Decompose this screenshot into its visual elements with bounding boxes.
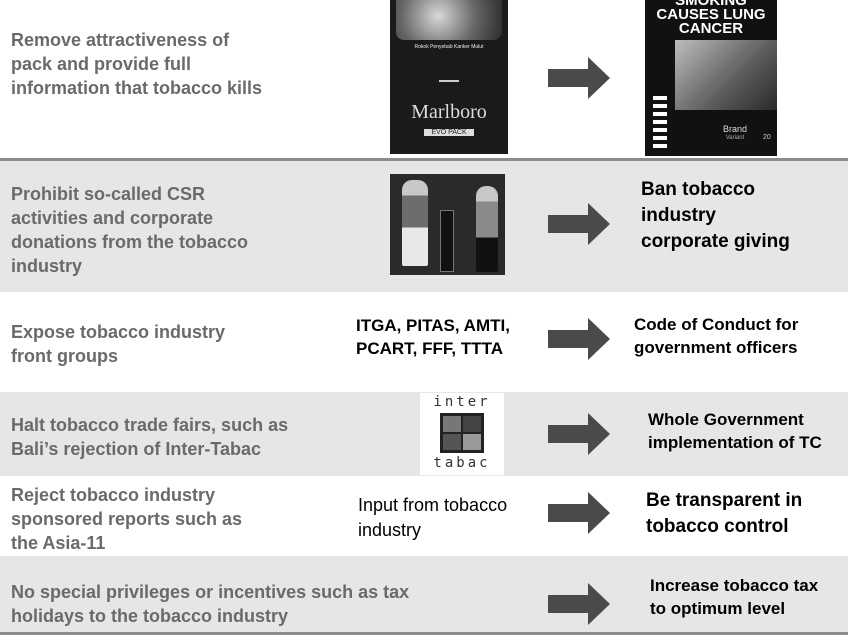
plain-pack-variant: Variant	[725, 135, 745, 141]
marlboro-pack-image: Rokok Penyebab Kanker Mulut Marlboro EVO…	[390, 0, 508, 154]
row-1-left-text: Remove attractiveness of pack and provid…	[11, 28, 262, 100]
signboard	[440, 210, 454, 272]
row-5-middle-line-2: industry	[358, 520, 422, 540]
inter-tabac-logo: inter tabac	[420, 393, 504, 475]
row-4-right-line-1: Whole Government	[648, 410, 804, 429]
row-6-left-line-1: No special privileges or incentives such…	[11, 582, 410, 602]
pack-top-image	[396, 0, 502, 40]
row-2-right-line-2: industry	[641, 205, 716, 226]
logo-square-3	[443, 434, 461, 450]
plain-pack-count: 20	[763, 134, 771, 141]
row-3-right-line-1: Code of Conduct for	[634, 315, 799, 334]
logo-top-text: inter	[433, 394, 491, 410]
arrow-row-2	[548, 203, 610, 245]
row-3-middle-line-2: PCART, FFF, TTTA	[356, 339, 503, 358]
row-6-right-text: Increase tobacco tax to optimum level	[650, 574, 818, 620]
arrow-row-4	[548, 413, 610, 455]
person-2	[476, 186, 498, 272]
row-5-right-text: Be transparent in tobacco control	[646, 488, 802, 534]
row-2-left-line-1: Prohibit so-called CSR	[11, 184, 206, 204]
pack-chevron-icon	[439, 80, 459, 92]
row-2-right-line-3: corporate giving	[641, 231, 790, 252]
arrow-row-5	[548, 492, 610, 534]
arrow-row-1	[548, 57, 610, 99]
logo-square-1	[443, 416, 461, 432]
warning-line-2: CAUSES LUNG	[656, 6, 766, 23]
row-4-right-line-2: implementation of TC	[648, 433, 822, 452]
plain-pack-brand: Brand	[722, 124, 748, 134]
csr-event-photo	[390, 174, 505, 275]
person-1	[402, 180, 428, 266]
logo-bottom-text: tabac	[433, 455, 491, 471]
plain-pack-image: SMOKING CAUSES LUNG CANCER Brand Variant…	[645, 0, 777, 156]
row-6-left-text: No special privileges or incentives such…	[11, 580, 409, 628]
row-2-right-line-1: Ban tobacco	[641, 179, 756, 200]
logo-square-2	[463, 416, 481, 432]
row-5-left-text: Reject tobacco industry sponsored report…	[11, 483, 242, 555]
row-3-left-line-2: front groups	[11, 346, 118, 366]
divider-bottom	[0, 632, 848, 635]
row-2-left-text: Prohibit so-called CSR activities and co…	[11, 182, 248, 278]
divider-1	[0, 158, 848, 161]
row-3-left-text: Expose tobacco industry front groups	[11, 320, 225, 368]
warning-line-3: CANCER	[678, 20, 744, 37]
warning-photo	[675, 40, 777, 110]
row-5-left-line-3: the Asia-11	[11, 533, 106, 553]
row-3-right-line-2: government officers	[634, 338, 798, 357]
row-2-right-text: Ban tobacco industry corporate giving	[641, 177, 790, 255]
row-6-right-line-1: Increase tobacco tax	[650, 576, 819, 595]
row-5-middle-line-1: Input from tobacco	[358, 495, 508, 515]
row-5-left-line-1: Reject tobacco industry	[11, 485, 216, 505]
row-1-left-line-2: pack and provide full	[11, 54, 192, 74]
warning-line-1: SMOKING	[675, 0, 747, 9]
row-6-right-line-2: to optimum level	[650, 599, 786, 618]
row-6-background	[0, 556, 848, 632]
row-4-left-text: Halt tobacco trade fairs, such as Bali’s…	[11, 413, 288, 461]
row-5-left-line-2: sponsored reports such as	[11, 509, 243, 529]
row-3-middle-line-1: ITGA, PITAS, AMTI,	[356, 316, 510, 335]
arrow-row-3	[548, 318, 610, 360]
row-3-right-text: Code of Conduct for government officers	[634, 313, 798, 359]
pack-variant: EVO PACK	[424, 129, 474, 136]
row-1-left-line-1: Remove attractiveness of	[11, 30, 230, 50]
row-4-left-line-2: Bali’s rejection of Inter-Tabac	[11, 439, 262, 459]
row-3-background	[0, 292, 848, 392]
row-2-left-line-3: donations from the tobacco	[11, 232, 249, 252]
row-6-left-line-2: holidays to the tobacco industry	[11, 606, 289, 626]
plain-pack-warning: SMOKING CAUSES LUNG CANCER	[653, 0, 769, 36]
row-3-middle-text: ITGA, PITAS, AMTI, PCART, FFF, TTTA	[356, 314, 510, 360]
logo-square-4	[463, 434, 481, 450]
row-5-right-line-1: Be transparent in	[646, 490, 803, 511]
row-5-middle-text: Input from tobacco industry	[358, 493, 507, 543]
logo-squares-icon	[440, 413, 484, 453]
row-4-left-line-1: Halt tobacco trade fairs, such as	[11, 415, 289, 435]
row-3-left-line-1: Expose tobacco industry	[11, 322, 226, 342]
pack-brand: Marlboro	[411, 101, 487, 123]
arrow-row-6	[548, 583, 610, 625]
pack-warning-text: Rokok Penyebab Kanker Mulut	[414, 44, 484, 50]
row-5-right-line-2: tobacco control	[646, 516, 789, 534]
row-2-left-line-4: industry	[11, 256, 83, 276]
row-5-background	[0, 476, 848, 556]
row-2-left-line-2: activities and corporate	[11, 208, 214, 228]
row-4-right-text: Whole Government implementation of TC	[648, 408, 822, 454]
plain-pack-side-stripe	[653, 96, 667, 152]
row-1-left-line-3: information that tobacco kills	[11, 78, 263, 98]
